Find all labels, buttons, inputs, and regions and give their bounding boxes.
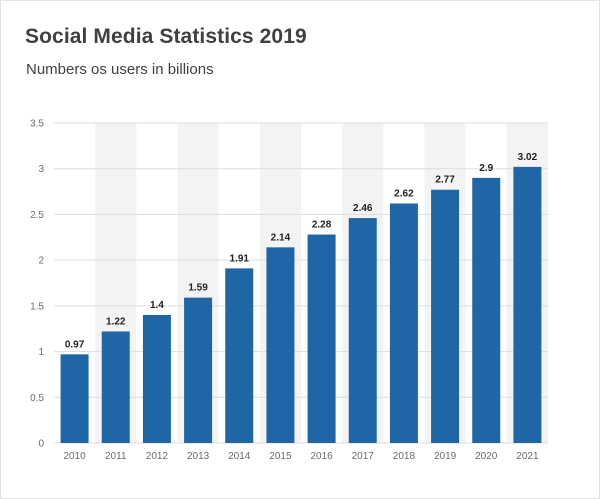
data-label: 1.4 — [150, 300, 164, 311]
x-axis-ticks: 2010 2011 2012 2013 2014 2015 2016 2017 2018 2019… — [63, 451, 539, 462]
bar — [307, 234, 336, 443]
y-tick-label: 3.5 — [30, 119, 44, 130]
bar — [266, 247, 295, 443]
bars — [60, 166, 542, 444]
data-label: 3.02 — [518, 152, 538, 163]
x-tick-label: 2016 — [310, 451, 333, 462]
bar — [513, 166, 542, 443]
y-tick-label: 1 — [38, 347, 44, 358]
x-tick-label: 2011 — [105, 451, 127, 462]
chart-subtitle: Numbers os users in billions — [26, 61, 214, 78]
y-tick-label: 1.5 — [30, 301, 44, 312]
y-tick-label: 2 — [38, 256, 44, 267]
x-tick-label: 2013 — [187, 451, 210, 462]
data-label: 1.22 — [106, 316, 126, 327]
gridlines — [54, 122, 548, 444]
y-axis-ticks: 0 0.5 1 1.5 2 2.5 3 3.5 — [30, 119, 44, 450]
data-label: 2.14 — [271, 232, 291, 243]
y-tick-label: 0.5 — [30, 393, 44, 404]
data-labels: 0.97 1.22 1.4 1.59 1.91 2.14 2.28 2.46 2.62 2.77 2… — [65, 152, 538, 350]
bar — [184, 297, 213, 443]
bar — [101, 331, 130, 443]
data-label: 2.77 — [435, 175, 455, 186]
data-label: 0.97 — [65, 339, 85, 350]
bar — [389, 203, 418, 443]
data-label: 2.46 — [353, 203, 373, 214]
data-label: 1.91 — [230, 253, 250, 264]
bar — [348, 218, 377, 443]
y-tick-label: 3 — [38, 164, 44, 175]
bar — [60, 354, 89, 443]
y-tick-label: 0 — [38, 439, 44, 450]
x-tick-label: 2019 — [434, 451, 457, 462]
bar — [142, 315, 171, 443]
x-tick-label: 2018 — [393, 451, 416, 462]
x-tick-label: 2015 — [269, 451, 292, 462]
bar — [472, 177, 501, 444]
bar — [225, 268, 254, 443]
data-label: 1.59 — [188, 283, 208, 294]
bar — [431, 189, 460, 443]
x-tick-label: 2020 — [475, 451, 498, 462]
data-label: 2.28 — [312, 220, 332, 231]
x-tick-label: 2021 — [516, 451, 539, 462]
chart-title: Social Media Statistics 2019 — [25, 25, 307, 48]
data-label: 2.62 — [394, 188, 414, 199]
data-label: 2.9 — [479, 163, 493, 174]
x-tick-label: 2012 — [146, 451, 169, 462]
y-tick-label: 2.5 — [30, 210, 44, 221]
x-tick-label: 2017 — [352, 451, 375, 462]
x-tick-label: 2010 — [63, 451, 86, 462]
x-tick-label: 2014 — [228, 451, 251, 462]
